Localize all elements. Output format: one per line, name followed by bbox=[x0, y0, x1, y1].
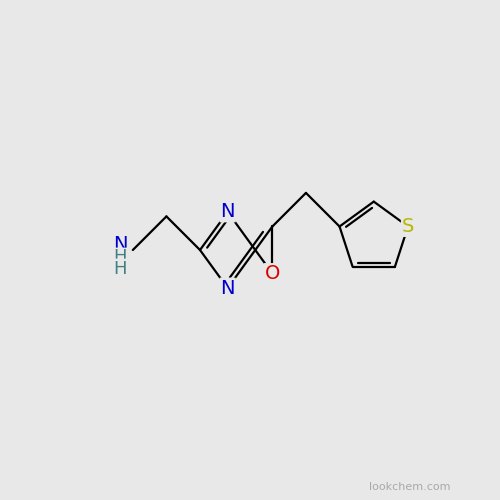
Text: O: O bbox=[264, 264, 280, 283]
Text: H: H bbox=[114, 248, 127, 266]
Text: lookchem.com: lookchem.com bbox=[369, 482, 450, 492]
Text: H: H bbox=[114, 260, 127, 278]
Text: S: S bbox=[402, 217, 414, 236]
Text: N: N bbox=[220, 202, 235, 222]
Text: N: N bbox=[113, 236, 128, 255]
Text: N: N bbox=[220, 278, 235, 297]
